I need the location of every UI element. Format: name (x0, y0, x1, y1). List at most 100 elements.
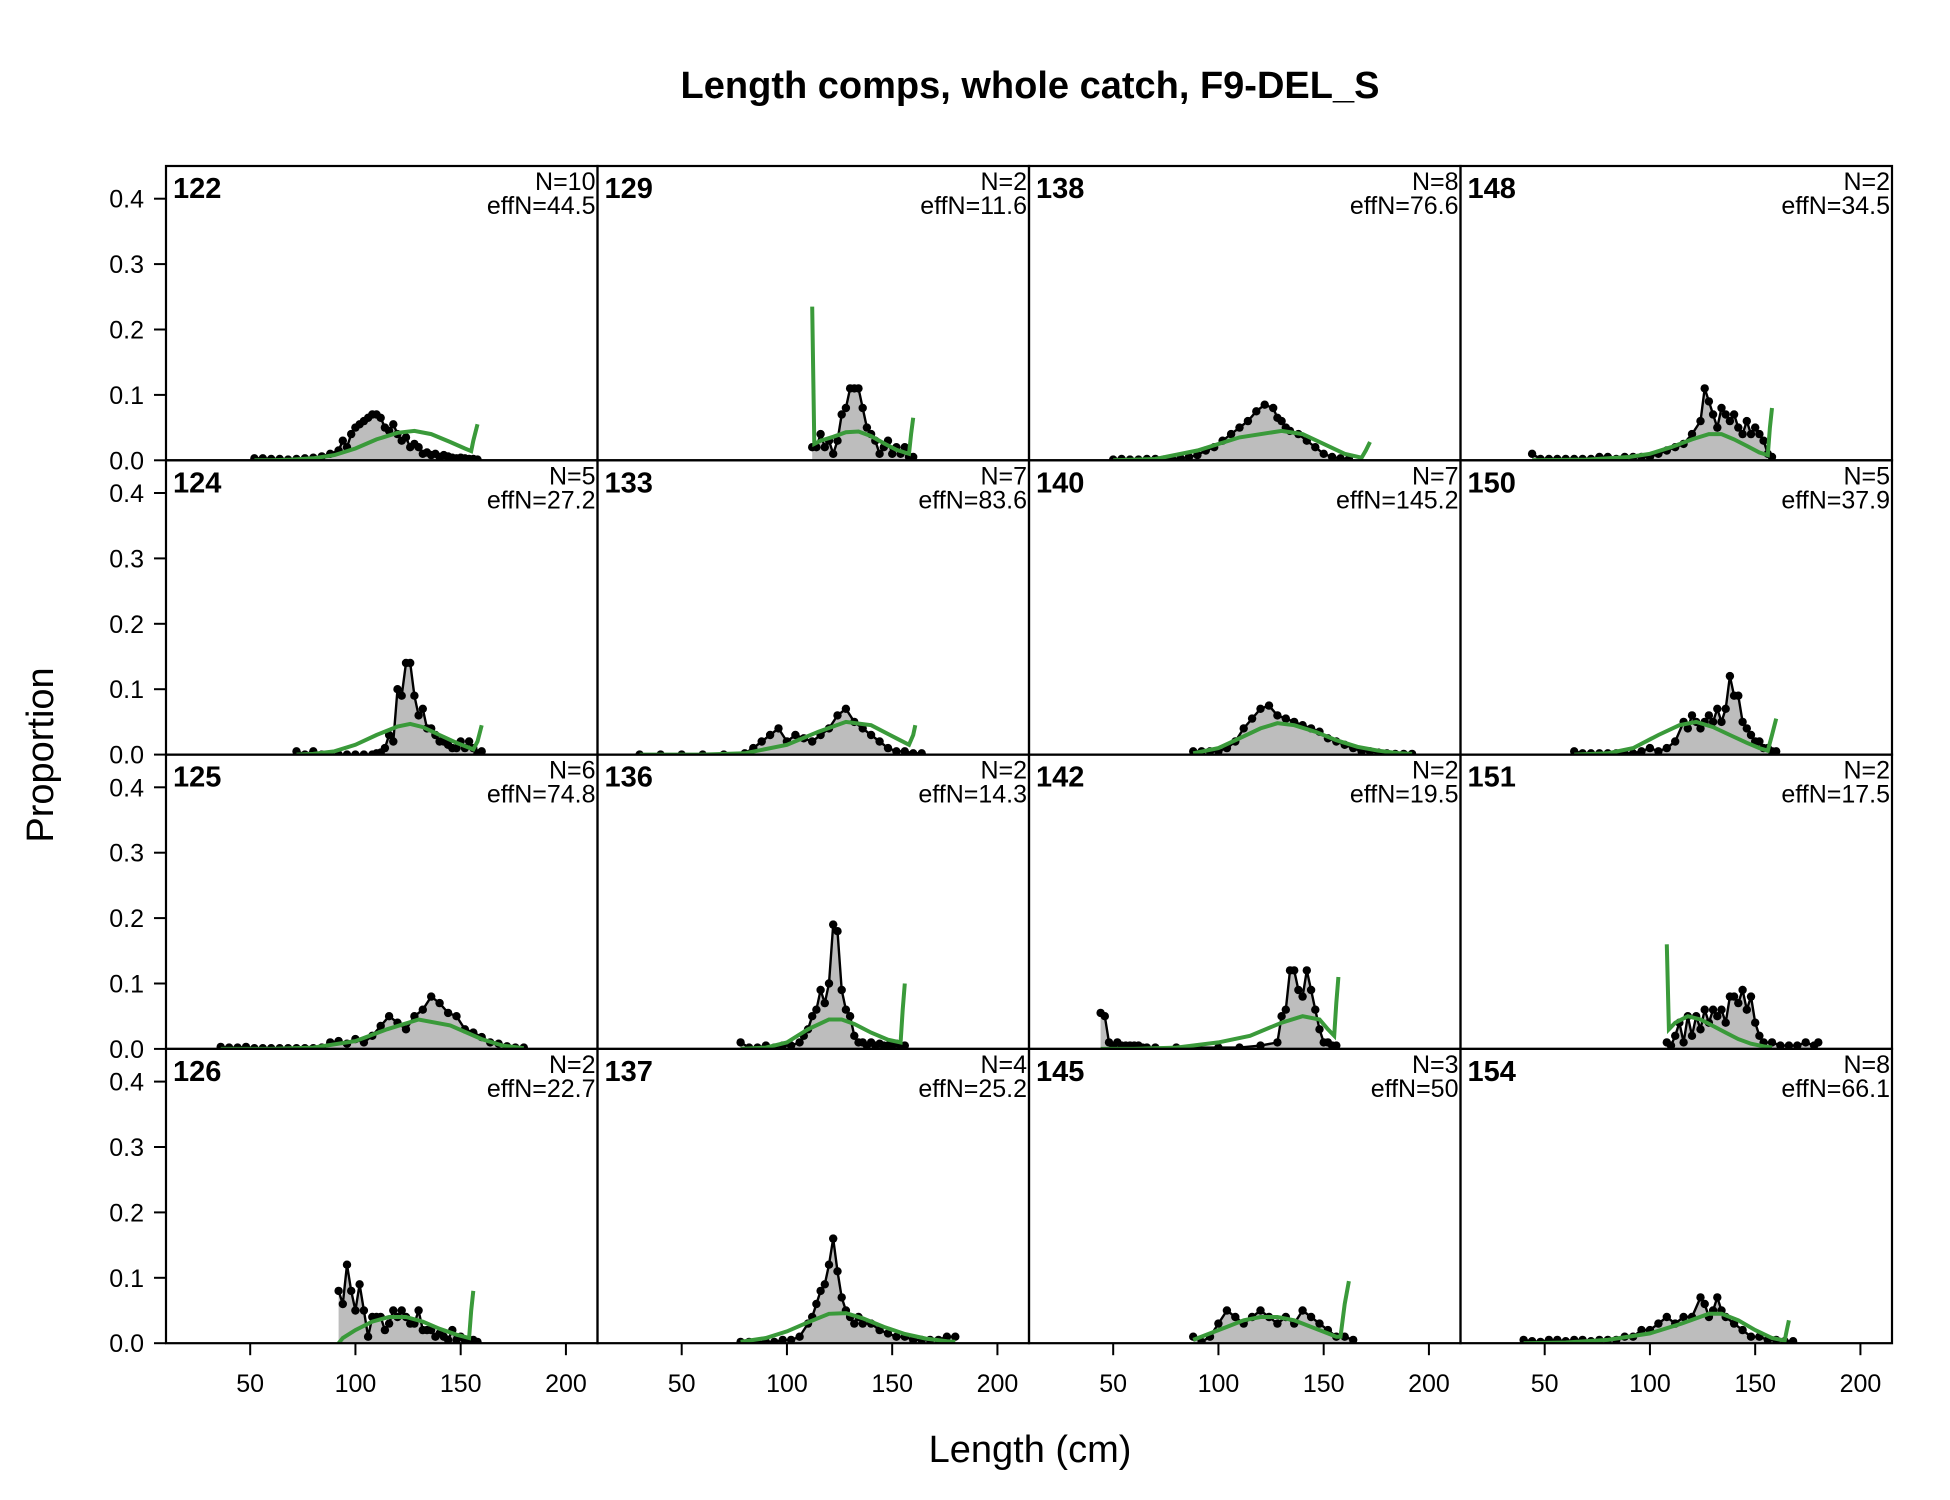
panel-plot-area (597, 920, 1029, 1049)
x-tick-label: 150 (1303, 1370, 1345, 1398)
observed-point (1717, 1005, 1726, 1014)
observed-point (786, 1335, 796, 1344)
observed-point (837, 410, 846, 419)
panel-frame (1459, 1047, 1894, 1345)
panel-id-label: 138 (1036, 173, 1084, 205)
panel-effn-label: effN=50 (1371, 1075, 1459, 1103)
observed-point (435, 998, 444, 1008)
observed-point (1721, 1018, 1730, 1027)
panel-effn-label: effN=19.5 (1350, 781, 1459, 809)
observed-point (833, 1267, 842, 1276)
observed-point (1734, 998, 1743, 1008)
observed-point (1801, 1038, 1810, 1047)
observed-point (1260, 400, 1269, 409)
panel-effn-label: effN=22.7 (487, 1075, 596, 1103)
x-tick-label: 150 (871, 1370, 913, 1398)
observed-point (1306, 1312, 1316, 1322)
observed-point (401, 1025, 411, 1034)
panel-id-label: 150 (1468, 467, 1516, 499)
observed-point (1814, 1038, 1823, 1047)
observed-point (1713, 704, 1722, 713)
observed-point (1315, 1319, 1324, 1328)
observed-point (414, 443, 423, 452)
panel-plot-area (597, 306, 1029, 461)
y-tick-label: 0.2 (109, 611, 144, 639)
observed-point (841, 403, 851, 413)
observed-point (477, 747, 486, 755)
observed-point (376, 413, 385, 422)
observed-point (1708, 1005, 1718, 1014)
chart-title: Length comps, whole catch, F9-DEL_S (681, 65, 1380, 107)
x-tick-label: 200 (977, 1370, 1019, 1398)
observed-point (841, 1005, 851, 1014)
observed-point (1713, 1293, 1722, 1302)
observed-point (1784, 1041, 1794, 1049)
observed-point (833, 927, 842, 936)
panel-n-label: N=7 (1412, 462, 1459, 490)
x-tick-label: 200 (545, 1370, 587, 1398)
observed-point (841, 704, 851, 713)
observed-point (942, 1332, 952, 1341)
observed-point (1793, 1041, 1802, 1049)
panel-id-label: 122 (173, 173, 221, 205)
observed-point (757, 737, 766, 746)
observed-point (1214, 1319, 1223, 1328)
observed-point (774, 724, 783, 733)
observed-point (820, 998, 829, 1008)
observed-point (1687, 1031, 1697, 1041)
observed-point (1717, 403, 1726, 413)
observed-point (334, 1286, 343, 1296)
observed-point (1294, 985, 1303, 995)
panel-effn-label: effN=25.2 (918, 1075, 1027, 1103)
observed-point (1721, 410, 1730, 419)
observed-point (1734, 423, 1743, 432)
y-axis-label: Proportion (20, 667, 62, 842)
observed-point (892, 747, 901, 755)
observed-point (1746, 429, 1756, 439)
observed-area (1532, 388, 1772, 461)
x-tick-label: 200 (1840, 1370, 1882, 1398)
observed-point (393, 685, 402, 694)
expected-line (296, 721, 484, 755)
panel-n-label: N=5 (549, 462, 596, 490)
observed-point (1231, 1312, 1240, 1322)
x-axis-label: Length (cm) (929, 1429, 1132, 1471)
panel-id-label: 133 (605, 467, 653, 499)
observed-point (414, 1306, 423, 1315)
y-tick-label: 0.1 (109, 382, 144, 410)
observed-point (816, 1286, 825, 1296)
panel-effn-label: effN=34.5 (1781, 192, 1890, 220)
panel-n-label: N=8 (1843, 1051, 1890, 1079)
panel-plot-area (1460, 944, 1892, 1049)
observed-point (347, 1286, 356, 1296)
observed-area (1100, 970, 1337, 1049)
observed-point (812, 1299, 821, 1309)
observed-point (464, 737, 474, 746)
observed-point (837, 985, 846, 995)
observed-point (1767, 452, 1777, 461)
observed-area (740, 1238, 956, 1344)
observed-point (866, 730, 876, 740)
observed-point (1349, 1335, 1358, 1344)
panel-n-label: N=8 (1412, 168, 1459, 196)
observed-point (1290, 966, 1299, 975)
observed-point (1193, 450, 1202, 460)
expected-line (740, 983, 907, 1049)
observed-point (1306, 985, 1316, 995)
observed-point (1738, 717, 1747, 727)
panel-id-label: 129 (605, 173, 653, 205)
observed-area (254, 414, 478, 461)
observed-point (820, 1280, 829, 1289)
observed-area (1666, 990, 1819, 1049)
observed-point (1776, 1041, 1785, 1049)
observed-point (1243, 416, 1253, 426)
observed-point (791, 730, 800, 740)
observed-point (1269, 403, 1278, 413)
panel-plot-area (1029, 966, 1461, 1049)
x-tick-label: 50 (236, 1370, 264, 1398)
observed-point (837, 1293, 846, 1302)
observed-point (833, 436, 842, 445)
panel-plot-area (166, 992, 598, 1049)
expected-line (337, 1290, 476, 1344)
